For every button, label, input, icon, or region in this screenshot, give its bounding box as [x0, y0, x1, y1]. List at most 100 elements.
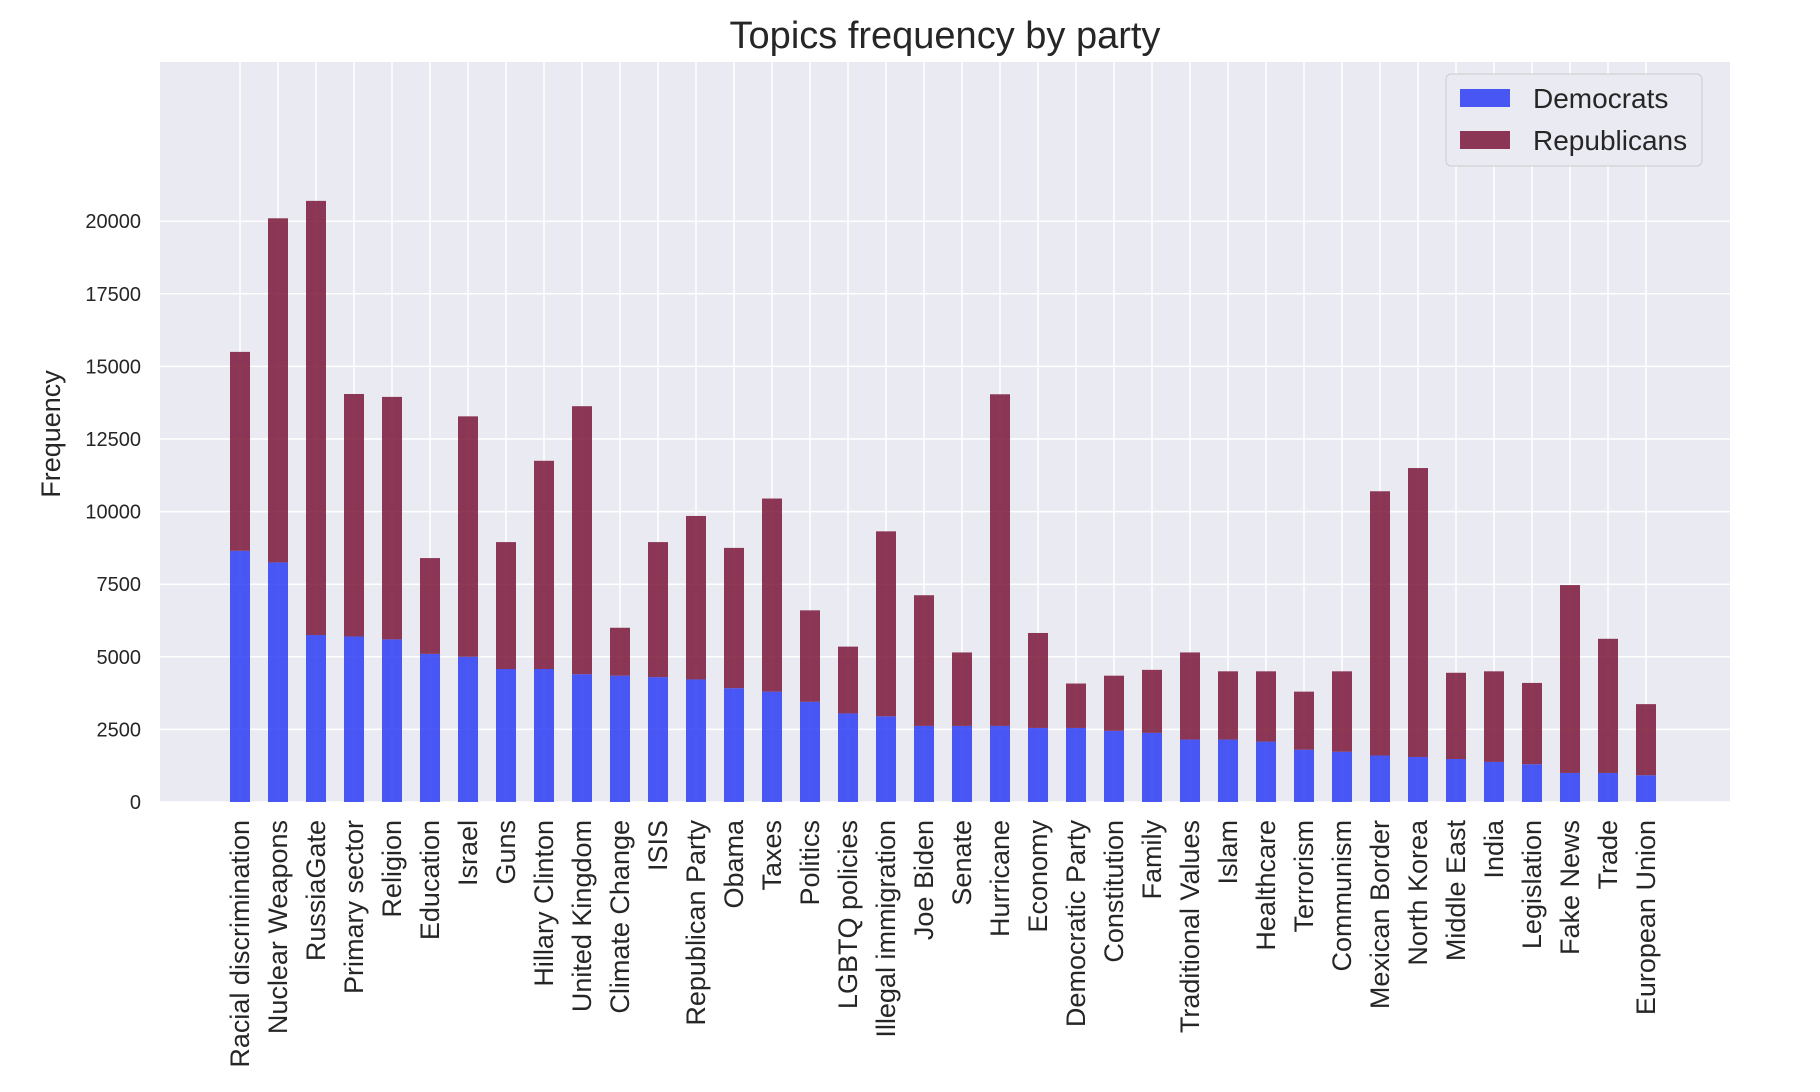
bar-republicans-european-union — [1636, 704, 1656, 776]
bar-republicans-traditional-values — [1180, 652, 1200, 740]
y-tick-label: 5000 — [97, 647, 142, 669]
bar-democrats-fake-news — [1560, 772, 1580, 802]
bar-republicans-russiagate — [306, 200, 326, 636]
y-tick-label: 2500 — [97, 719, 142, 741]
bar-democrats-constitution — [1104, 730, 1124, 802]
y-tick-label: 20000 — [85, 211, 141, 233]
bar-republicans-middle-east — [1446, 672, 1466, 760]
bar-republicans-israel — [458, 416, 478, 657]
bar-republicans-family — [1142, 669, 1162, 733]
bar-democrats-terrorism — [1294, 749, 1314, 802]
bar-democrats-joe-biden — [914, 725, 934, 802]
y-tick-label: 0 — [130, 792, 141, 814]
bar-democrats-india — [1484, 761, 1504, 802]
x-tick-label: Guns — [491, 820, 521, 885]
x-tick-label: Religion — [377, 820, 407, 918]
bar-republicans-india — [1484, 671, 1504, 762]
bar-republicans-isis — [648, 542, 668, 678]
x-tick-label: Terrorism — [1289, 820, 1319, 933]
x-tick-label: Middle East — [1441, 820, 1471, 962]
bar-republicans-fake-news — [1560, 585, 1580, 773]
x-tick-label: Economy — [1023, 820, 1053, 933]
bar-republicans-democratic-party — [1066, 683, 1086, 728]
bar-democrats-russiagate — [306, 635, 326, 802]
bar-democrats-democratic-party — [1066, 727, 1086, 802]
x-tick-label: European Union — [1631, 820, 1661, 1015]
bars — [230, 200, 1656, 802]
bar-democrats-illegal-immigration — [876, 716, 896, 802]
x-tick-label: Communism — [1327, 820, 1357, 972]
bar-democrats-trade — [1598, 772, 1618, 802]
x-tick-label: Education — [415, 820, 445, 940]
bar-republicans-united-kingdom — [572, 406, 592, 675]
y-tick-label: 7500 — [97, 574, 142, 596]
bar-republicans-obama — [724, 547, 744, 689]
y-tick-label: 15000 — [85, 356, 141, 378]
x-tick-label: Senate — [947, 820, 977, 906]
x-tick-label: Mexican Border — [1365, 820, 1395, 1009]
bar-republicans-economy — [1028, 632, 1048, 728]
bar-republicans-illegal-immigration — [876, 531, 896, 717]
x-tick-label: Islam — [1213, 820, 1243, 885]
bar-republicans-guns — [496, 542, 516, 669]
x-tick-label: Racial discrimination — [225, 820, 255, 1068]
x-tick-label: Joe Biden — [909, 820, 939, 940]
legend-label: Republicans — [1533, 125, 1687, 156]
x-tick-label: Family — [1137, 820, 1167, 900]
bar-republicans-mexican-border — [1370, 491, 1390, 756]
bar-democrats-politics — [800, 701, 820, 802]
bar-republicans-education — [420, 558, 440, 654]
legend: Democrats Republicans — [1445, 73, 1703, 167]
bar-republicans-islam — [1218, 671, 1238, 740]
legend-swatch — [1460, 131, 1510, 149]
x-tick-label: Legislation — [1517, 820, 1547, 949]
x-tick-label: Taxes — [757, 820, 787, 891]
bar-democrats-senate — [952, 725, 972, 802]
x-tick-label: Traditional Values — [1175, 820, 1205, 1033]
legend-swatch — [1460, 89, 1510, 107]
bar-democrats-religion — [382, 639, 402, 802]
bar-democrats-obama — [724, 688, 744, 802]
bar-republicans-constitution — [1104, 675, 1124, 731]
x-tick-label: ISIS — [643, 820, 673, 871]
y-tick-label: 10000 — [85, 502, 141, 524]
x-tick-label: Primary sector — [339, 820, 369, 994]
bar-republicans-joe-biden — [914, 595, 934, 726]
bar-democrats-hurricane — [990, 725, 1010, 802]
bar-democrats-education — [420, 653, 440, 802]
x-tick-label: Politics — [795, 820, 825, 906]
x-tick-label: Hurricane — [985, 820, 1015, 937]
x-tick-label: Democratic Party — [1061, 820, 1091, 1028]
bar-democrats-communism — [1332, 751, 1352, 802]
bar-republicans-climate-change — [610, 627, 630, 676]
bar-democrats-mexican-border — [1370, 755, 1390, 802]
x-tick-label: United Kingdom — [567, 820, 597, 1012]
x-tick-label: Hillary Clinton — [529, 820, 559, 987]
bar-democrats-middle-east — [1446, 759, 1466, 802]
bar-democrats-north-korea — [1408, 756, 1428, 802]
x-tick-label: North Korea — [1403, 819, 1433, 966]
x-tick-label: India — [1479, 819, 1509, 879]
bar-republicans-religion — [382, 396, 402, 640]
y-axis-label: Frequency — [36, 370, 66, 498]
x-tick-label: Constitution — [1099, 820, 1129, 963]
x-tick-label: Healthcare — [1251, 820, 1281, 951]
bar-republicans-communism — [1332, 671, 1352, 752]
bar-republicans-hurricane — [990, 394, 1010, 726]
x-tick-label: Illegal immigration — [871, 820, 901, 1038]
x-tick-label: RussiaGate — [301, 820, 331, 961]
bar-democrats-healthcare — [1256, 741, 1276, 802]
chart-title: Topics frequency by party — [730, 15, 1161, 57]
bar-republicans-legislation — [1522, 682, 1542, 765]
bar-democrats-economy — [1028, 727, 1048, 802]
bar-democrats-guns — [496, 668, 516, 802]
bar-republicans-healthcare — [1256, 671, 1276, 742]
bar-democrats-united-kingdom — [572, 674, 592, 802]
bar-democrats-european-union — [1636, 775, 1656, 802]
bar-republicans-trade — [1598, 638, 1618, 773]
bar-democrats-primary-sector — [344, 636, 364, 802]
y-tick-labels: 0 2500 5000 7500 10000 12500 15000 17500 20000 — [85, 211, 141, 814]
bar-democrats-lgbtq-policies — [838, 713, 858, 802]
x-tick-label: Climate Change — [605, 820, 635, 1014]
